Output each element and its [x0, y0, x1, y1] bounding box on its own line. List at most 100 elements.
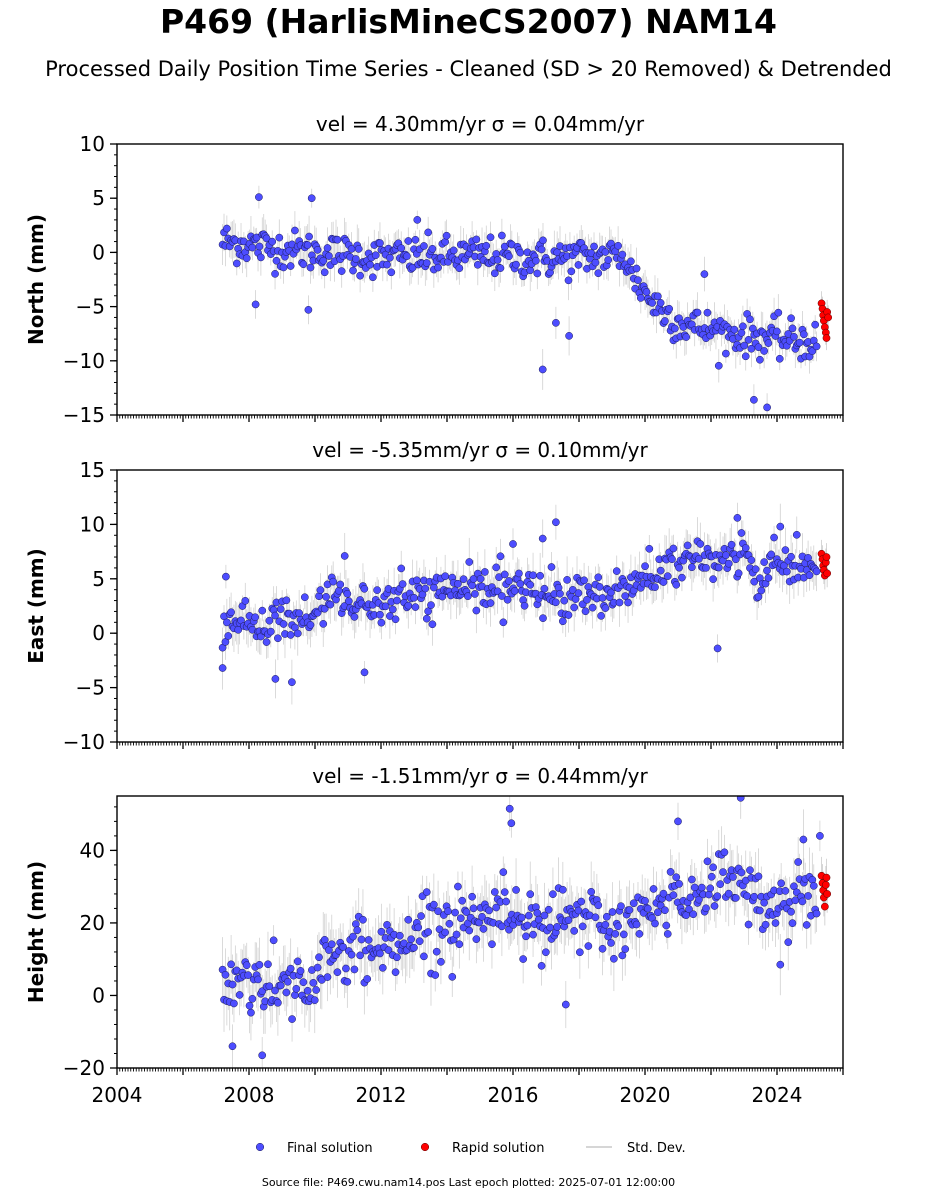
final-point: [313, 963, 322, 972]
final-point: [336, 580, 345, 589]
final-point: [493, 256, 502, 264]
final-point: [799, 835, 808, 844]
final-point: [313, 246, 322, 254]
final-point: [672, 873, 681, 882]
final-point: [352, 255, 360, 263]
final-point: [696, 540, 705, 548]
final-point: [695, 555, 703, 563]
final-point: [310, 996, 319, 1004]
y-tick-label: −10: [63, 730, 105, 754]
final-point: [282, 596, 291, 605]
final-point: [264, 960, 272, 969]
final-point: [452, 930, 461, 939]
final-point: [347, 950, 356, 959]
final-point: [498, 592, 506, 600]
final-point: [674, 817, 682, 826]
final-point: [227, 960, 235, 969]
final-point: [465, 558, 474, 566]
final-point: [754, 592, 763, 601]
y-tick-label: 0: [92, 240, 105, 264]
final-point: [703, 308, 712, 317]
final-point: [591, 258, 600, 267]
final-point: [595, 583, 604, 591]
final-point: [570, 927, 579, 935]
final-point: [299, 260, 308, 269]
final-point: [500, 570, 509, 579]
final-point: [526, 580, 535, 589]
final-point: [532, 256, 540, 265]
final-point: [558, 885, 567, 894]
final-point: [424, 228, 433, 237]
final-point: [300, 593, 309, 602]
final-point: [235, 991, 244, 999]
final-point: [268, 237, 277, 246]
y-tick-label: 10: [80, 132, 105, 156]
final-point: [291, 991, 299, 999]
final-point: [420, 952, 428, 961]
final-point: [689, 910, 698, 919]
final-point: [570, 603, 579, 612]
final-point: [498, 922, 506, 931]
final-point: [682, 333, 691, 341]
final-point: [490, 269, 499, 278]
final-point: [498, 231, 506, 240]
final-point: [678, 573, 686, 582]
final-point: [776, 960, 785, 969]
final-point: [502, 897, 510, 906]
final-point: [741, 544, 750, 552]
y-axis-label: North (mm): [24, 214, 48, 345]
final-point: [627, 257, 635, 266]
final-point: [478, 912, 486, 921]
final-point: [488, 940, 496, 949]
final-series: [218, 796, 824, 1060]
final-point: [274, 998, 282, 1007]
final-point: [442, 231, 451, 240]
final-point: [248, 243, 257, 252]
axes-frame: [116, 469, 844, 743]
plot-area: [218, 796, 832, 1068]
x-tick-label: 2016: [488, 1083, 539, 1107]
final-point: [666, 868, 675, 876]
final-point: [730, 325, 739, 334]
final-point: [393, 953, 401, 962]
final-point: [303, 986, 312, 995]
final-point: [350, 613, 359, 621]
final-point: [805, 571, 814, 580]
legend-item: Std. Dev.: [586, 1141, 686, 1156]
final-point: [276, 981, 285, 990]
plot-area: [218, 502, 832, 705]
legend-item: Rapid solution: [420, 1141, 544, 1156]
final-point: [610, 954, 618, 963]
legend-label: Final solution: [287, 1141, 373, 1156]
final-point: [770, 533, 778, 542]
y-tick-label: −5: [76, 676, 105, 700]
final-point: [232, 259, 241, 268]
final-point: [656, 566, 665, 575]
final-point: [598, 944, 607, 953]
final-point: [583, 595, 591, 604]
final-point: [224, 632, 233, 640]
final-point: [258, 606, 267, 615]
final-point: [594, 901, 603, 910]
final-point: [395, 931, 404, 940]
final-point: [812, 342, 821, 351]
final-point: [533, 909, 542, 917]
final-point: [544, 905, 553, 914]
final-point: [265, 616, 274, 625]
final-point: [296, 967, 305, 975]
final-point: [716, 880, 725, 888]
final-point: [383, 260, 391, 269]
final-point: [245, 1001, 254, 1010]
final-point: [741, 352, 750, 361]
final-point: [645, 544, 654, 553]
final-point: [685, 905, 693, 914]
final-point: [687, 563, 696, 572]
y-tick-label: −5: [76, 295, 105, 319]
final-point: [404, 601, 413, 610]
final-point: [546, 923, 554, 932]
final-point: [411, 235, 420, 244]
final-point: [377, 927, 386, 936]
final-point: [729, 873, 737, 881]
final-point: [733, 514, 742, 522]
final-point: [404, 915, 413, 924]
